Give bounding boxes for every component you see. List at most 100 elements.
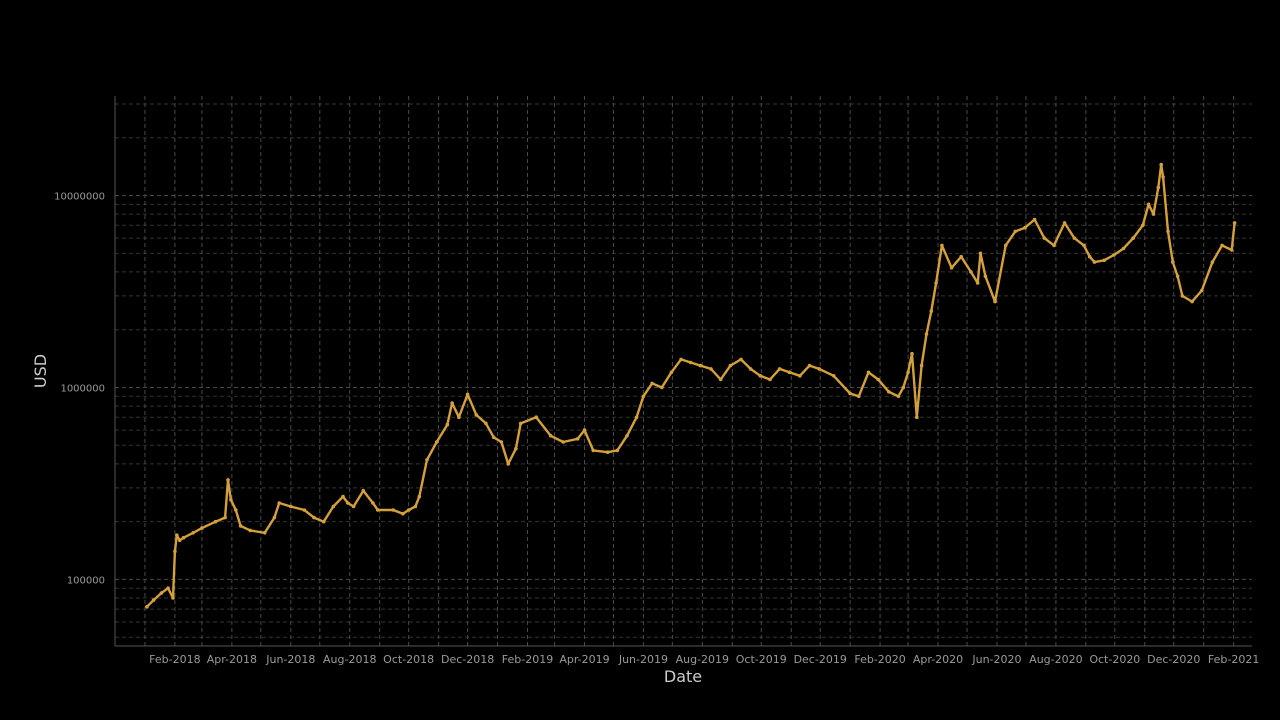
data-point — [768, 377, 772, 382]
data-point — [272, 515, 277, 520]
series-line — [145, 163, 1236, 608]
data-point — [1042, 236, 1047, 240]
data-point — [975, 281, 980, 285]
data-point — [321, 519, 326, 524]
data-point — [145, 605, 149, 609]
data-point — [739, 357, 743, 362]
data-point — [1159, 162, 1163, 167]
x-axis-title: Date — [664, 667, 702, 686]
data-point — [331, 504, 336, 509]
data-point — [876, 377, 880, 382]
data-point — [1151, 212, 1156, 216]
data-point — [518, 421, 523, 426]
data-point — [151, 598, 156, 602]
data-point — [924, 332, 929, 336]
data-point — [1190, 299, 1194, 304]
x-tick-label: Jun-2020 — [971, 653, 1021, 666]
data-point — [1180, 294, 1185, 298]
data-point — [866, 370, 871, 375]
data-point — [857, 394, 861, 399]
x-tick-label: Feb-2018 — [149, 653, 200, 666]
data-point — [177, 538, 182, 543]
data-point — [1013, 229, 1018, 234]
data-point — [1175, 274, 1180, 279]
data-point — [425, 458, 429, 462]
data-point — [669, 370, 674, 375]
x-tick-label: Oct-2018 — [383, 653, 434, 666]
data-point — [159, 591, 164, 595]
data-point — [1161, 175, 1165, 179]
data-point — [213, 519, 218, 524]
y-tick-labels: 100000 1000000 10000000 — [54, 192, 105, 587]
x-tick-label: Jun-2018 — [265, 653, 315, 666]
data-point — [1062, 221, 1067, 225]
data-point — [1146, 202, 1151, 207]
data-point — [406, 508, 411, 512]
data-point — [171, 596, 175, 600]
x-tick-label: Feb-2020 — [854, 653, 905, 666]
data-point — [1166, 229, 1170, 234]
data-point — [484, 421, 488, 426]
data-point — [226, 478, 230, 482]
data-point — [605, 450, 610, 455]
data-point — [181, 535, 186, 540]
data-point — [1171, 260, 1175, 264]
data-point — [248, 528, 252, 533]
x-tick-label: Apr-2019 — [559, 653, 609, 666]
data-point — [901, 385, 906, 390]
data-point — [906, 370, 910, 375]
data-point — [688, 360, 693, 365]
data-point — [1072, 236, 1077, 240]
data-point — [312, 515, 316, 520]
data-point — [401, 511, 405, 516]
data-point — [940, 243, 944, 248]
data-point — [1156, 185, 1161, 190]
data-point — [777, 367, 782, 371]
data-point — [787, 370, 792, 375]
x-tick-labels: Feb-2018 Apr-2018 Jun-2018 Aug-2018 Oct-2018… — [149, 653, 1259, 666]
data-point — [302, 508, 307, 512]
data-point — [978, 251, 983, 256]
data-point — [949, 266, 954, 270]
data-point — [465, 392, 470, 397]
data-point — [896, 394, 901, 399]
data-point — [929, 309, 934, 313]
x-tick-label: Dec-2019 — [794, 653, 847, 666]
data-point — [371, 501, 375, 505]
data-point — [234, 508, 238, 512]
data-point — [910, 351, 914, 356]
data-point — [615, 448, 620, 453]
data-point — [166, 586, 170, 590]
data-point — [959, 254, 963, 259]
data-point — [807, 363, 812, 368]
data-point — [376, 508, 380, 512]
data-point — [887, 390, 891, 394]
data-point — [1220, 243, 1224, 248]
data-point — [748, 367, 753, 371]
axes — [114, 96, 1252, 647]
data-point — [1210, 260, 1215, 264]
data-point — [993, 299, 997, 304]
data-point — [341, 494, 345, 499]
data-point — [200, 526, 204, 530]
data-point — [1232, 221, 1237, 225]
data-point — [650, 381, 654, 386]
x-tick-label: Apr-2020 — [913, 653, 963, 666]
data-point — [238, 524, 243, 528]
data-point — [831, 374, 836, 378]
data-point — [969, 270, 973, 274]
data-point — [474, 413, 479, 417]
data-point — [709, 367, 713, 371]
series — [145, 162, 1237, 609]
data-point — [434, 440, 439, 444]
x-tick-label: Aug-2020 — [1029, 653, 1082, 666]
x-tick-label: Oct-2020 — [1089, 653, 1140, 666]
data-point — [457, 415, 461, 420]
data-point — [679, 357, 683, 362]
data-point — [491, 435, 496, 440]
data-point — [417, 494, 422, 499]
x-tick-label: Oct-2019 — [736, 653, 787, 666]
data-point — [758, 374, 763, 378]
data-point — [582, 428, 587, 432]
